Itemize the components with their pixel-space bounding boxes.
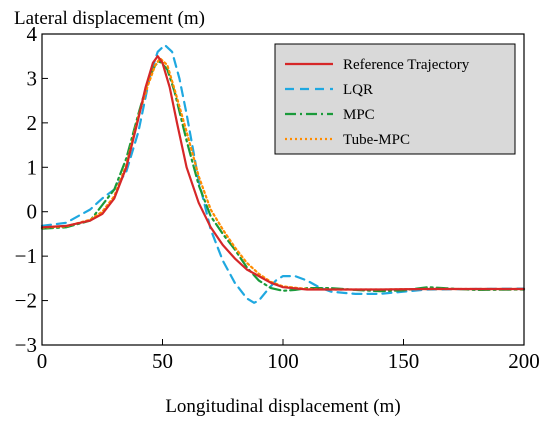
x-axis-title: Longitudinal displacement (m) [165,396,400,417]
x-tick-label: 50 [152,349,173,373]
x-tick-label: 150 [388,349,420,373]
plot-content [40,43,526,304]
y-tick-label: −1 [15,244,37,268]
y-tick-label: −2 [15,289,37,313]
legend-label: Reference Trajectory [343,57,470,73]
series-line-mpc [40,60,526,293]
series-line-lqr [40,43,526,304]
x-tick-label: 100 [267,349,299,373]
legend-label: Tube-MPC [343,132,410,148]
legend-label: MPC [343,107,375,123]
y-tick-label: 3 [27,66,38,90]
x-tick-label: 0 [37,349,48,373]
y-tick-label: 0 [27,200,38,224]
axis-ticks: 0 50 100 150 200 4 3 2 1 0 −1 −2 −3 [15,22,540,373]
x-tick-label: 200 [508,349,540,373]
legend-label: LQR [343,82,373,98]
y-tick-label: 2 [27,111,38,135]
y-axis-title: Lateral displacement (m) [14,8,205,29]
legend: Reference Trajectory LQR MPC Tube-MPC [274,43,516,155]
y-tick-label: 1 [27,155,38,179]
series-line-reference-trajectory [40,55,526,291]
y-tick-label: −3 [15,333,37,357]
legend-box [274,43,516,155]
y-tick-label: 4 [27,22,38,46]
